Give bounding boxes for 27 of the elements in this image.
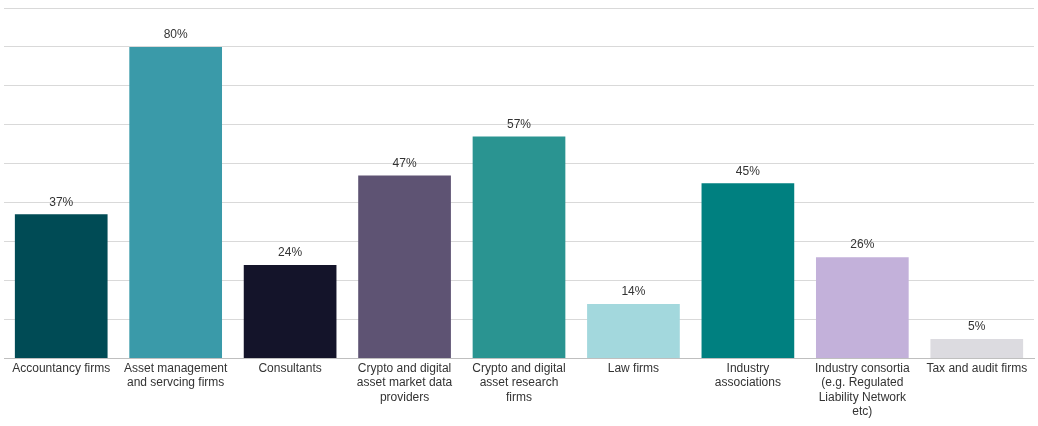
x-tick-label: Law firms (607, 360, 660, 375)
bar (472, 136, 566, 358)
x-tick-label: Industry consortia (e.g. Regulated Liability Network etc) (814, 360, 911, 419)
data-label: 26% (850, 237, 875, 252)
data-label: 80% (163, 27, 188, 42)
x-tick-label: Industry associations (714, 360, 781, 390)
bar (358, 175, 451, 358)
x-tick-label: Accountancy firms (12, 360, 111, 375)
data-label: 24% (278, 245, 303, 260)
data-label: 37% (49, 194, 74, 209)
data-label: 47% (392, 155, 417, 170)
bar (815, 257, 909, 358)
x-tick-label: Asset management and servcing firms (123, 360, 229, 390)
data-label: 5% (968, 319, 986, 334)
data-label: 14% (621, 284, 646, 299)
bar (129, 46, 223, 358)
bar (243, 264, 337, 358)
data-label: 45% (735, 163, 761, 178)
x-tick-label: Crypto and digital asset research firms (472, 360, 566, 404)
bar (587, 303, 680, 358)
x-tick-label: Consultants (258, 360, 322, 375)
x-tick-label: Tax and audit firms (926, 360, 1028, 375)
data-label: 57% (506, 116, 532, 131)
bar (14, 214, 108, 358)
x-tick-label: Crypto and digital asset market data providers (356, 360, 453, 404)
bar (701, 183, 795, 358)
bar (930, 338, 1024, 358)
